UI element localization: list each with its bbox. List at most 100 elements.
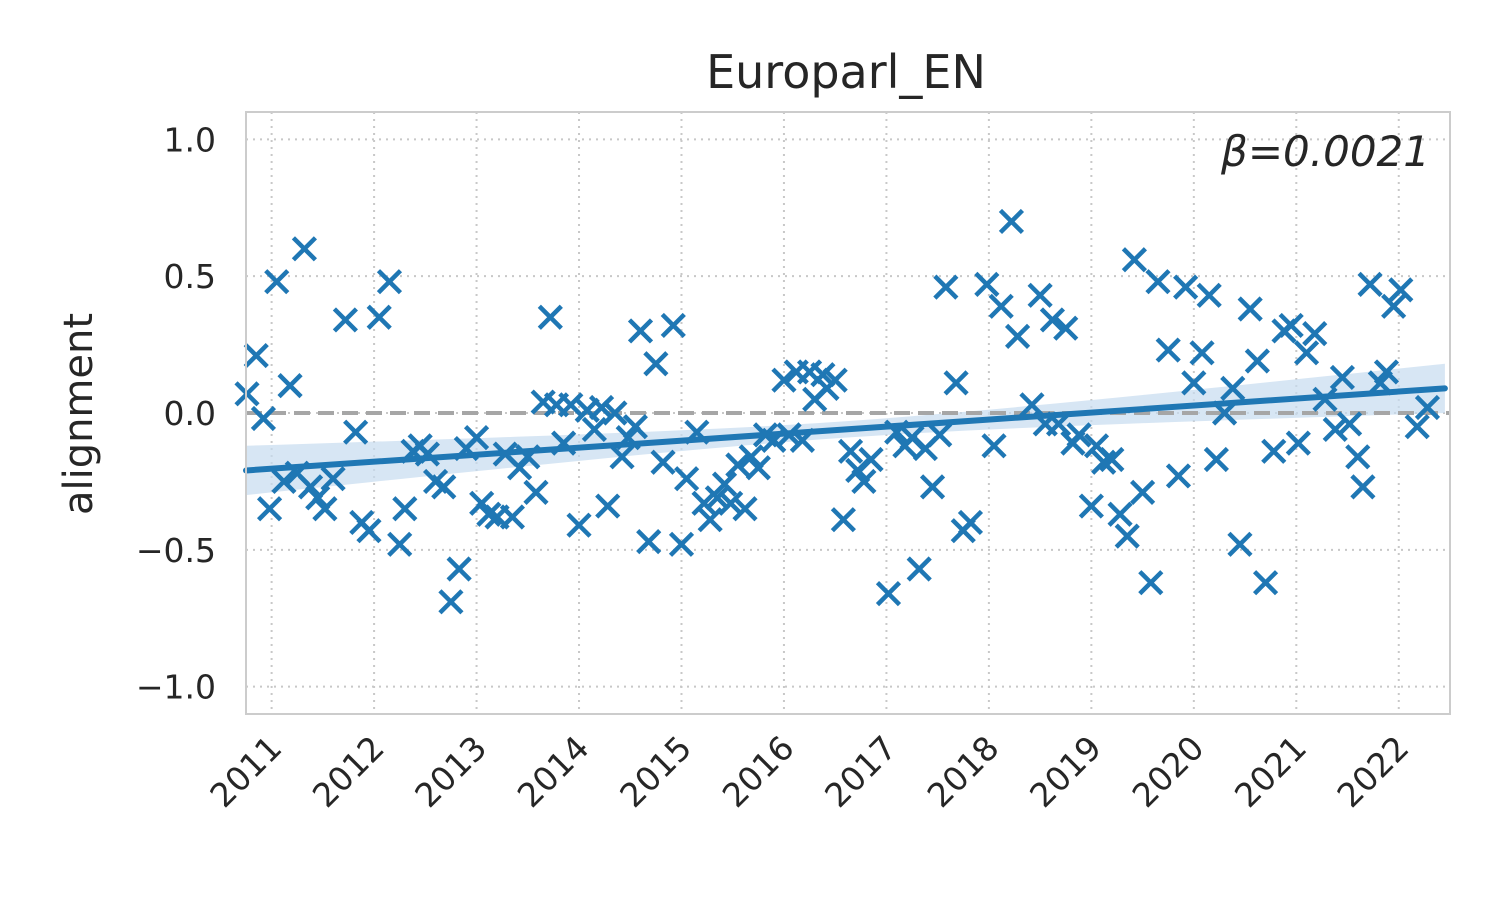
data-point — [523, 479, 549, 505]
data-point — [771, 367, 797, 393]
data-point — [1302, 321, 1328, 347]
data-point — [499, 504, 526, 530]
data-point — [1078, 493, 1104, 519]
data-point — [1091, 449, 1117, 475]
data-point — [738, 444, 764, 470]
y-axis-label: alignment — [56, 313, 102, 515]
y-tick-label: −0.5 — [136, 531, 216, 570]
data-point — [387, 531, 413, 557]
y-tick-label: −1.0 — [136, 668, 216, 707]
data-point — [1053, 315, 1079, 341]
data-point — [446, 556, 472, 582]
data-point — [1322, 416, 1348, 443]
data-point — [933, 274, 959, 300]
scatter-points — [234, 208, 1441, 615]
data-point — [1066, 422, 1092, 448]
x-tick-label: 2021 — [1227, 728, 1314, 815]
data-point — [697, 507, 723, 533]
x-tick-label: 2022 — [1329, 728, 1416, 815]
data-point — [537, 304, 563, 330]
data-point — [392, 496, 418, 522]
data-point — [1414, 394, 1441, 421]
x-tick-label: 2014 — [510, 728, 597, 815]
data-point — [588, 394, 615, 421]
data-point — [602, 400, 628, 426]
x-tick-label: 2018 — [920, 728, 1007, 815]
data-point — [1019, 392, 1045, 418]
data-point — [1138, 570, 1164, 596]
data-point — [1285, 430, 1311, 456]
data-point — [463, 425, 490, 451]
y-tick-label: 1.0 — [164, 120, 216, 159]
beta-annotation: β=0.0021 — [1220, 127, 1430, 176]
data-point — [636, 529, 662, 555]
data-point — [476, 501, 502, 527]
data-point — [974, 271, 1000, 297]
data-point — [732, 496, 758, 522]
data-point — [745, 455, 771, 481]
data-point — [1345, 444, 1371, 470]
data-point — [1350, 474, 1376, 500]
data-point — [943, 370, 969, 396]
data-point — [851, 468, 877, 494]
data-point — [1027, 282, 1053, 308]
data-point — [822, 367, 848, 393]
data-point — [622, 414, 648, 440]
data-point — [875, 581, 902, 607]
data-point — [830, 507, 856, 533]
data-point — [668, 531, 695, 557]
data-point — [320, 466, 346, 492]
data-point — [711, 471, 738, 497]
data-point — [1373, 359, 1400, 385]
trend-line-segment — [243, 385, 1448, 474]
data-point — [981, 433, 1007, 459]
data-point — [919, 474, 946, 500]
data-point — [595, 493, 621, 519]
data-point — [1381, 293, 1407, 319]
data-point — [356, 518, 382, 544]
y-tick-label: 0.5 — [164, 257, 216, 296]
x-tick-label: 2012 — [305, 728, 392, 815]
data-point — [305, 485, 331, 511]
data-point — [1244, 348, 1270, 374]
x-tick-label: 2015 — [612, 728, 699, 815]
data-point — [1336, 411, 1363, 437]
data-point — [1220, 375, 1246, 401]
data-point — [277, 373, 303, 399]
y-tick-labels: 1.0 0.5 0.0 −0.5 −1.0 — [136, 120, 216, 706]
data-point — [927, 422, 953, 448]
data-point — [376, 269, 403, 295]
data-point — [957, 509, 984, 536]
data-point — [297, 474, 324, 500]
data-point — [725, 452, 751, 478]
data-point — [1130, 479, 1156, 505]
data-point — [366, 304, 392, 330]
data-point — [1107, 501, 1133, 527]
data-point — [1099, 446, 1125, 473]
data-point — [431, 474, 457, 500]
data-point — [906, 556, 932, 582]
data-point — [627, 318, 654, 344]
data-point — [650, 449, 676, 475]
data-point — [566, 512, 592, 538]
data-point — [558, 392, 584, 418]
data-point — [660, 312, 686, 339]
data-point — [1388, 277, 1414, 303]
data-point — [243, 342, 269, 369]
data-point — [643, 351, 669, 377]
data-point — [1203, 446, 1229, 473]
data-point — [674, 466, 700, 492]
data-point — [1165, 463, 1192, 489]
data-point — [438, 589, 464, 615]
x-tick-label: 2019 — [1022, 728, 1109, 815]
data-point — [704, 485, 730, 511]
data-point — [718, 490, 744, 516]
data-point — [1114, 523, 1140, 549]
data-point — [691, 490, 717, 516]
data-point — [581, 416, 607, 443]
data-point — [1145, 269, 1171, 295]
trend-line — [243, 385, 1448, 474]
data-point — [858, 446, 884, 473]
data-point — [1181, 370, 1207, 396]
